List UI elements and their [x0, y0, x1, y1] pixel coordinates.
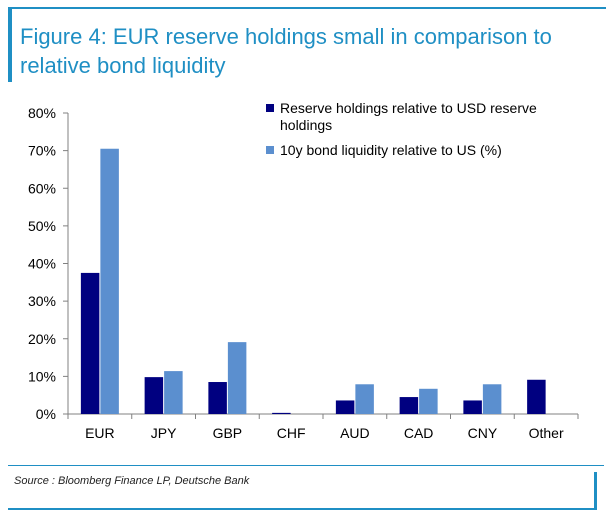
bar-chart: 0% 10% 20% 30% 40% 50% 60% 70% 80% EUR JPY GBP CHF A… — [28, 100, 579, 441]
bar-bond-liquidity-jpy — [164, 371, 183, 414]
y-axis: 0% 10% 20% 30% 40% 50% 60% 70% 80% — [28, 105, 69, 422]
y-tick-label: 20% — [28, 331, 56, 347]
legend-swatch — [266, 146, 274, 154]
y-tick-label: 40% — [28, 256, 56, 272]
bar-reserve-holdings-other — [527, 379, 546, 414]
source-rule — [8, 465, 604, 466]
bar-bond-liquidity-cny — [482, 384, 502, 414]
x-tick-label: AUD — [340, 425, 370, 441]
bar-bond-liquidity-aud — [355, 384, 374, 414]
bar-bond-liquidity-gbp — [227, 342, 247, 414]
bar-reserve-holdings-eur — [80, 272, 100, 414]
y-tick-label: 80% — [28, 105, 56, 121]
legend-label: holdings — [280, 117, 332, 133]
bottom-rule — [8, 508, 597, 510]
x-tick-label: GBP — [213, 425, 243, 441]
x-axis: EUR JPY GBP CHF AUD CAD CNY Other — [67, 413, 579, 441]
legend-label: Reserve holdings relative to USD reserve — [280, 100, 537, 116]
bars — [80, 148, 546, 414]
bar-reserve-holdings-jpy — [144, 377, 164, 414]
legend-label: 10y bond liquidity relative to US (%) — [280, 142, 502, 158]
top-rule — [8, 7, 606, 9]
x-tick-label: CNY — [468, 425, 498, 441]
y-tick-label: 60% — [28, 180, 56, 196]
bar-reserve-holdings-chf — [272, 412, 291, 414]
x-tick-label: CHF — [277, 425, 306, 441]
x-tick-label: EUR — [85, 425, 115, 441]
bar-reserve-holdings-cad — [399, 397, 419, 414]
y-tick-label: 0% — [36, 406, 56, 422]
x-tick-label: Other — [529, 425, 564, 441]
figure-title: Figure 4: EUR reserve holdings small in … — [20, 24, 552, 78]
bar-bond-liquidity-eur — [100, 148, 119, 414]
x-tick-label: JPY — [151, 425, 177, 441]
y-tick-label: 30% — [28, 293, 56, 309]
legend: Reserve holdings relative to USD reserve… — [266, 100, 537, 158]
x-tick-label: CAD — [404, 425, 434, 441]
legend-swatch — [266, 104, 274, 112]
source-note: Source : Bloomberg Finance LP, Deutsche … — [14, 475, 250, 487]
y-tick-label: 10% — [28, 368, 56, 384]
y-tick-label: 70% — [28, 143, 56, 159]
y-tick-label: 50% — [28, 218, 56, 234]
bar-reserve-holdings-gbp — [208, 382, 227, 414]
bar-reserve-holdings-aud — [335, 400, 355, 414]
bar-bond-liquidity-cad — [419, 388, 438, 414]
title-accent-bar — [8, 9, 12, 82]
bottom-accent-bar — [594, 472, 597, 510]
bar-reserve-holdings-cny — [463, 400, 482, 414]
